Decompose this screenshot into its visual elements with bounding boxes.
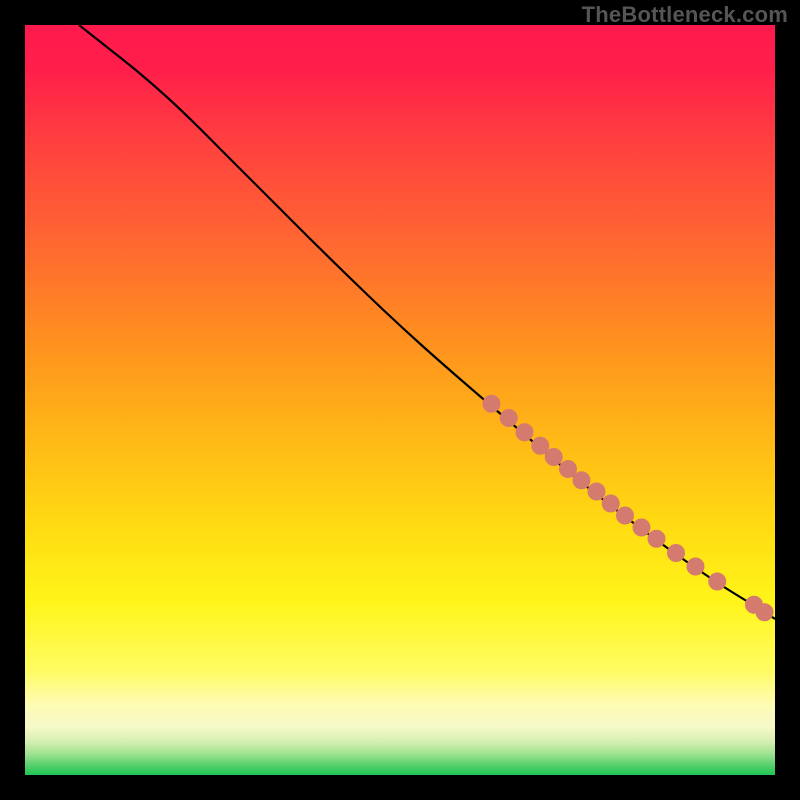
- data-marker: [602, 495, 619, 512]
- data-marker: [573, 472, 590, 489]
- gradient-background: [25, 25, 775, 775]
- plot-area: [25, 25, 775, 775]
- data-marker: [687, 558, 704, 575]
- data-marker: [560, 461, 577, 478]
- data-marker: [709, 573, 726, 590]
- data-marker: [516, 424, 533, 441]
- data-marker: [617, 507, 634, 524]
- watermark-text: TheBottleneck.com: [582, 2, 788, 28]
- data-marker: [483, 395, 500, 412]
- data-marker: [633, 519, 650, 536]
- plot-svg: [0, 0, 800, 800]
- data-marker: [532, 437, 549, 454]
- data-marker: [648, 530, 665, 547]
- data-marker: [500, 410, 517, 427]
- data-marker: [588, 483, 605, 500]
- data-marker: [756, 604, 773, 621]
- data-marker: [545, 449, 562, 466]
- canvas: TheBottleneck.com: [0, 0, 800, 800]
- data-marker: [668, 545, 685, 562]
